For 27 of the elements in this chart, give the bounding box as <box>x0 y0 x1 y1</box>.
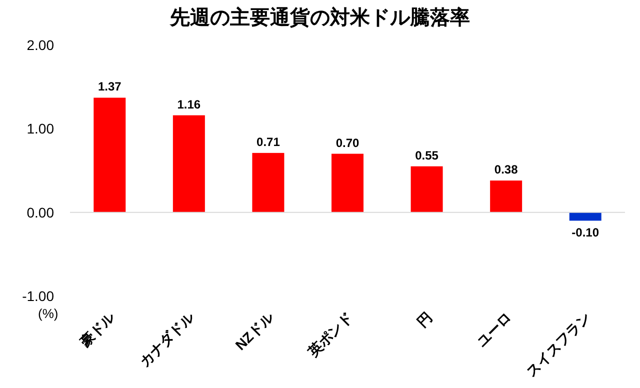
bar <box>410 166 443 212</box>
data-label: 0.71 <box>256 134 280 149</box>
bar <box>332 154 364 212</box>
x-tick-label: NZドル <box>232 308 278 354</box>
data-label: 1.37 <box>98 80 122 94</box>
x-tick-label: カナダドル <box>136 308 198 370</box>
y-tick-label: 1.00 <box>26 120 54 137</box>
data-label: 0.38 <box>494 162 518 177</box>
bar <box>569 212 602 221</box>
data-label: 0.55 <box>415 148 439 162</box>
bar <box>94 98 126 212</box>
x-tick-label: 英ポンド <box>304 308 356 360</box>
y-tick-label: 0.00 <box>26 204 54 220</box>
data-label: 1.16 <box>177 97 201 112</box>
y-axis-title: (%) <box>38 306 58 321</box>
x-tick-label: スイスフラン <box>522 308 594 380</box>
data-label: -0.10 <box>572 226 600 240</box>
bar <box>490 180 522 212</box>
y-tick-label: 2.00 <box>26 37 54 53</box>
chart-title: 先週の主要通貨の対米ドル騰落率 <box>169 6 470 29</box>
x-tick-label: 豪ドル <box>76 308 118 351</box>
x-tick-label: 円 <box>414 308 435 330</box>
bar <box>252 152 284 212</box>
y-tick-label: -1.00 <box>22 288 54 304</box>
bar <box>172 115 205 212</box>
x-tick-label: ユーロ <box>473 308 514 350</box>
data-label: 0.70 <box>336 136 360 150</box>
